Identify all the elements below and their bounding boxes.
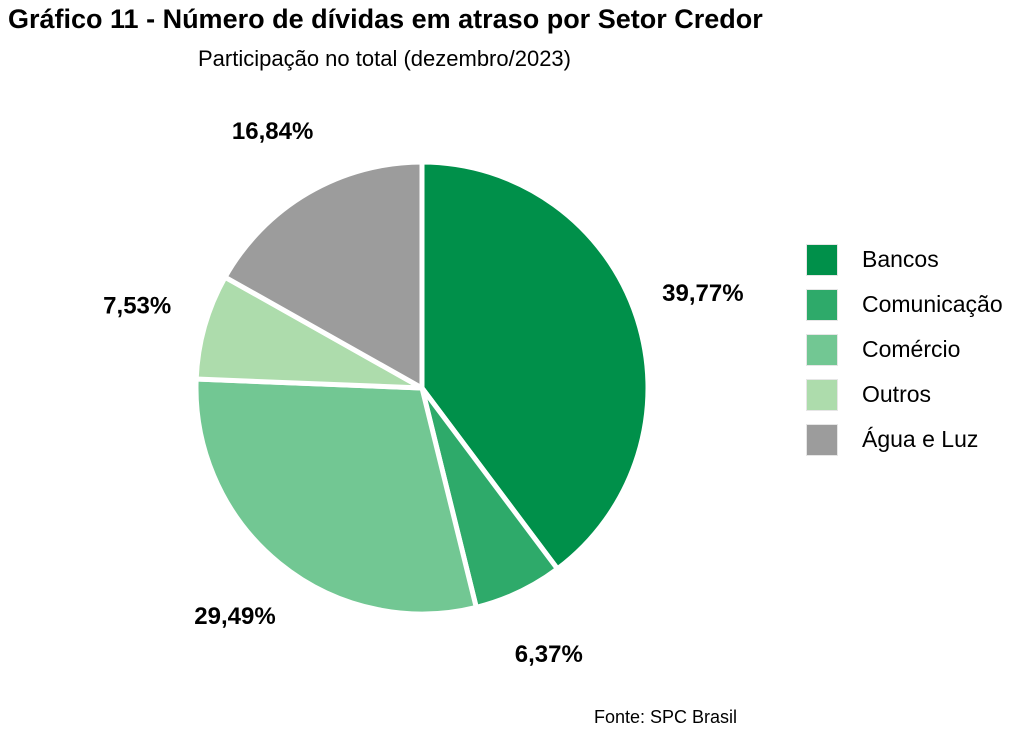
legend-label-comunicacao: Comunicação bbox=[862, 291, 1003, 317]
legend-swatch-outros bbox=[806, 378, 838, 411]
legend-item-agua-e-luz: Água e Luz bbox=[806, 417, 1003, 462]
pie-slice-comercio bbox=[193, 376, 479, 617]
pie-slice-bancos bbox=[419, 159, 651, 572]
chart-subtitle: Participação no total (dezembro/2023) bbox=[198, 46, 571, 71]
pie-slice-agua-e-luz bbox=[222, 159, 425, 391]
source-note: Fonte: SPC Brasil bbox=[594, 707, 738, 727]
legend-item-comercio: Comércio bbox=[806, 327, 1003, 372]
chart-title: Gráfico 11 - Número de dívidas em atraso… bbox=[8, 4, 763, 34]
data-label-outros: 7,53% bbox=[103, 293, 171, 320]
legend-label-comercio: Comércio bbox=[862, 336, 961, 362]
legend-label-outros: Outros bbox=[862, 381, 932, 407]
legend-swatch-agua-e-luz bbox=[806, 423, 838, 456]
legend-swatch-comunicacao bbox=[806, 288, 838, 321]
data-label-comercio: 29,49% bbox=[194, 603, 275, 630]
data-label-comunicacao: 6,37% bbox=[515, 641, 583, 668]
legend-item-comunicacao: Comunicação bbox=[806, 282, 1003, 327]
legend-item-outros: Outros bbox=[806, 372, 1003, 417]
legend-label-bancos: Bancos bbox=[862, 246, 939, 272]
data-label-agua-e-luz: 16,84% bbox=[232, 118, 313, 145]
data-label-bancos: 39,77% bbox=[662, 280, 743, 307]
legend-swatch-comercio bbox=[806, 333, 838, 366]
legend-label-agua-e-luz: Água e Luz bbox=[862, 426, 979, 452]
legend-item-bancos: Bancos bbox=[806, 237, 1003, 282]
legend-swatch-bancos bbox=[806, 243, 838, 276]
chart-legend: Bancos Comunicação Comércio Outros Água … bbox=[806, 237, 1003, 462]
